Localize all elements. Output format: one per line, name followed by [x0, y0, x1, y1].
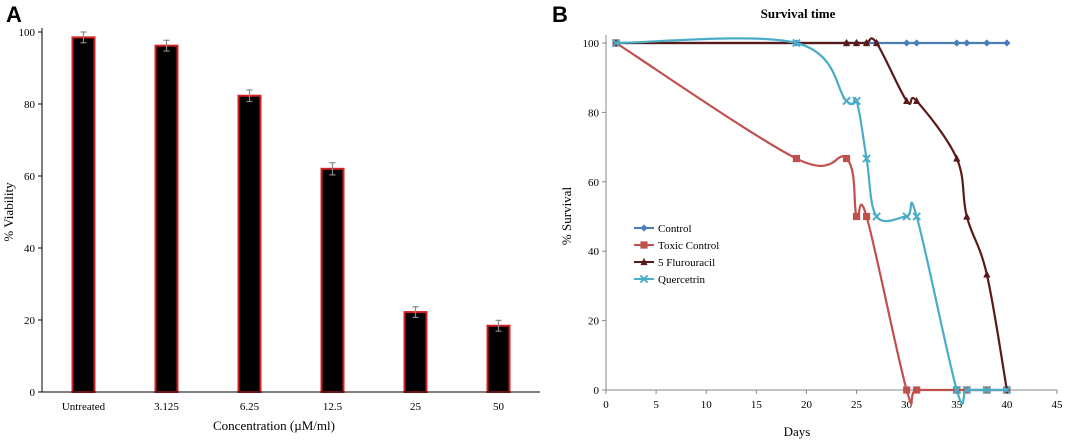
- series-point-toxic-control: [842, 154, 851, 163]
- bar-untreated: [71, 36, 96, 394]
- legend-label-quercetrin: Quercetrin: [658, 274, 706, 286]
- panel-a-letter: A: [6, 2, 22, 27]
- series-point-quercetrin: [792, 38, 801, 48]
- series-point-toxic-control: [792, 154, 801, 163]
- bar-25: [403, 311, 428, 393]
- panel-a-bars: [71, 31, 511, 394]
- panel-a-y-axis-title: % Viability: [1, 182, 16, 242]
- legend-label-5-flurouracil: 5 Flurouracil: [658, 257, 715, 269]
- series-line-5-flurouracil: [616, 37, 1008, 391]
- panel-a-x-tick-label: 25: [410, 401, 422, 413]
- panel-b-legend: Control Toxic Control 5 Flurouracil Quercet…: [634, 223, 719, 286]
- bar-50: [486, 324, 511, 394]
- series-point-quercetrin: [1002, 385, 1012, 395]
- series-point-quercetrin: [852, 96, 861, 106]
- panel-a-x-axis: Untreated 3.125 6.25 12.5 25 50: [42, 391, 540, 413]
- panel-b-y-axis-title: % Survival: [559, 187, 574, 246]
- panel-b-y-tick-label: 0: [594, 385, 600, 397]
- series-point-5-flurouracil: [913, 96, 921, 105]
- panel-b-x-tick-label: 0: [603, 399, 609, 411]
- series-point-control: [963, 39, 971, 47]
- series-point-quercetrin: [912, 212, 921, 221]
- legend-marker-5-flurouracil: [640, 257, 648, 266]
- series-point-control: [913, 39, 921, 47]
- panel-b-y-tick-label: 20: [588, 316, 600, 328]
- series-point-toxic-control: [913, 386, 921, 394]
- panel-b-x-tick-label: 45: [1052, 399, 1064, 411]
- series-point-5-flurouracil: [873, 38, 881, 47]
- panel-b-y-tick-label: 60: [588, 177, 600, 189]
- panel-b-series: [611, 37, 1012, 405]
- legend-marker-toxic-control: [640, 241, 648, 249]
- panel-a-x-tick-label: 12.5: [323, 401, 343, 413]
- series-point-5-flurouracil: [903, 96, 911, 105]
- series-point-5-flurouracil: [852, 38, 861, 47]
- series-point-quercetrin: [862, 154, 871, 163]
- series-point-toxic-control: [852, 212, 861, 221]
- series-point-quercetrin: [842, 96, 851, 106]
- legend-label-control: Control: [658, 223, 692, 235]
- panel-b-y-tick-label: 100: [583, 38, 600, 50]
- series-point-quercetrin: [872, 212, 881, 221]
- series-point-5-flurouracil: [963, 212, 971, 220]
- panel-a-y-tick-label: 20: [24, 315, 36, 327]
- series-point-toxic-control: [862, 212, 871, 221]
- series-point-toxic-control: [903, 386, 911, 394]
- panel-b: B Survival time 0 20 40 60 80 100 0 5 10 15 20 25 3…: [552, 2, 1063, 439]
- panel-a-x-tick-label: 6.25: [240, 401, 260, 413]
- panel-a: A 0 20 40 60 80 100 Untreated 3.125 6.25 12.5 25 5…: [1, 2, 540, 433]
- panel-b-x-tick-label: 30: [901, 399, 913, 411]
- series-point-5-flurouracil: [983, 270, 991, 278]
- panel-b-x-tick-label: 20: [801, 399, 813, 411]
- panel-a-y-tick-label: 40: [24, 243, 36, 255]
- series-line-quercetrin: [616, 37, 1007, 405]
- panel-a-x-axis-title: Concentration (µM/ml): [213, 418, 335, 433]
- series-point-control: [983, 39, 991, 47]
- series-point-quercetrin: [962, 385, 972, 395]
- legend-label-toxic-control: Toxic Control: [658, 240, 719, 252]
- series-point-control: [1003, 39, 1011, 47]
- panel-a-y-tick-label: 80: [24, 99, 36, 111]
- series-point-control: [953, 39, 961, 47]
- panel-b-y-axis: 0 20 40 60 80 100: [583, 35, 607, 397]
- series-point-5-flurouracil: [842, 38, 851, 47]
- panel-b-x-axis-title: Days: [784, 424, 811, 439]
- panel-b-x-tick-label: 5: [653, 399, 659, 411]
- bar-12-5: [320, 167, 345, 393]
- bar-6-25: [237, 94, 262, 393]
- panel-b-x-tick-label: 35: [951, 399, 963, 411]
- panel-a-x-tick-label: Untreated: [62, 401, 106, 413]
- series-point-quercetrin: [982, 385, 992, 395]
- series-point-quercetrin: [902, 212, 911, 221]
- series-point-5-flurouracil: [862, 38, 871, 47]
- panel-b-x-tick-label: 15: [751, 399, 763, 411]
- panel-b-x-tick-label: 40: [1001, 399, 1013, 411]
- panel-a-y-tick-label: 100: [19, 27, 36, 39]
- panel-b-x-axis: 0 5 10 15 20 25 30 35 40 45: [603, 389, 1064, 411]
- legend-marker-control: [640, 224, 648, 232]
- panel-b-title: Survival time: [761, 6, 836, 21]
- panel-a-x-tick-label: 50: [493, 401, 505, 413]
- bar-3-125: [154, 44, 179, 394]
- panel-a-x-tick-label: 3.125: [154, 401, 179, 413]
- panel-a-y-axis: 0 20 40 60 80 100: [19, 27, 43, 399]
- panel-b-letter: B: [552, 2, 568, 27]
- panel-b-y-tick-label: 80: [588, 107, 600, 119]
- series-point-quercetrin: [611, 38, 621, 48]
- series-point-5-flurouracil: [953, 154, 961, 162]
- panel-a-y-tick-label: 60: [24, 171, 36, 183]
- series-point-quercetrin: [952, 385, 962, 395]
- series-point-control: [903, 39, 911, 47]
- panel-a-y-tick-label: 0: [30, 387, 36, 399]
- panel-b-x-tick-label: 25: [851, 399, 863, 411]
- panel-b-y-tick-label: 40: [588, 246, 600, 258]
- panel-b-x-tick-label: 10: [701, 399, 713, 411]
- legend-marker-quercetrin: [639, 274, 649, 284]
